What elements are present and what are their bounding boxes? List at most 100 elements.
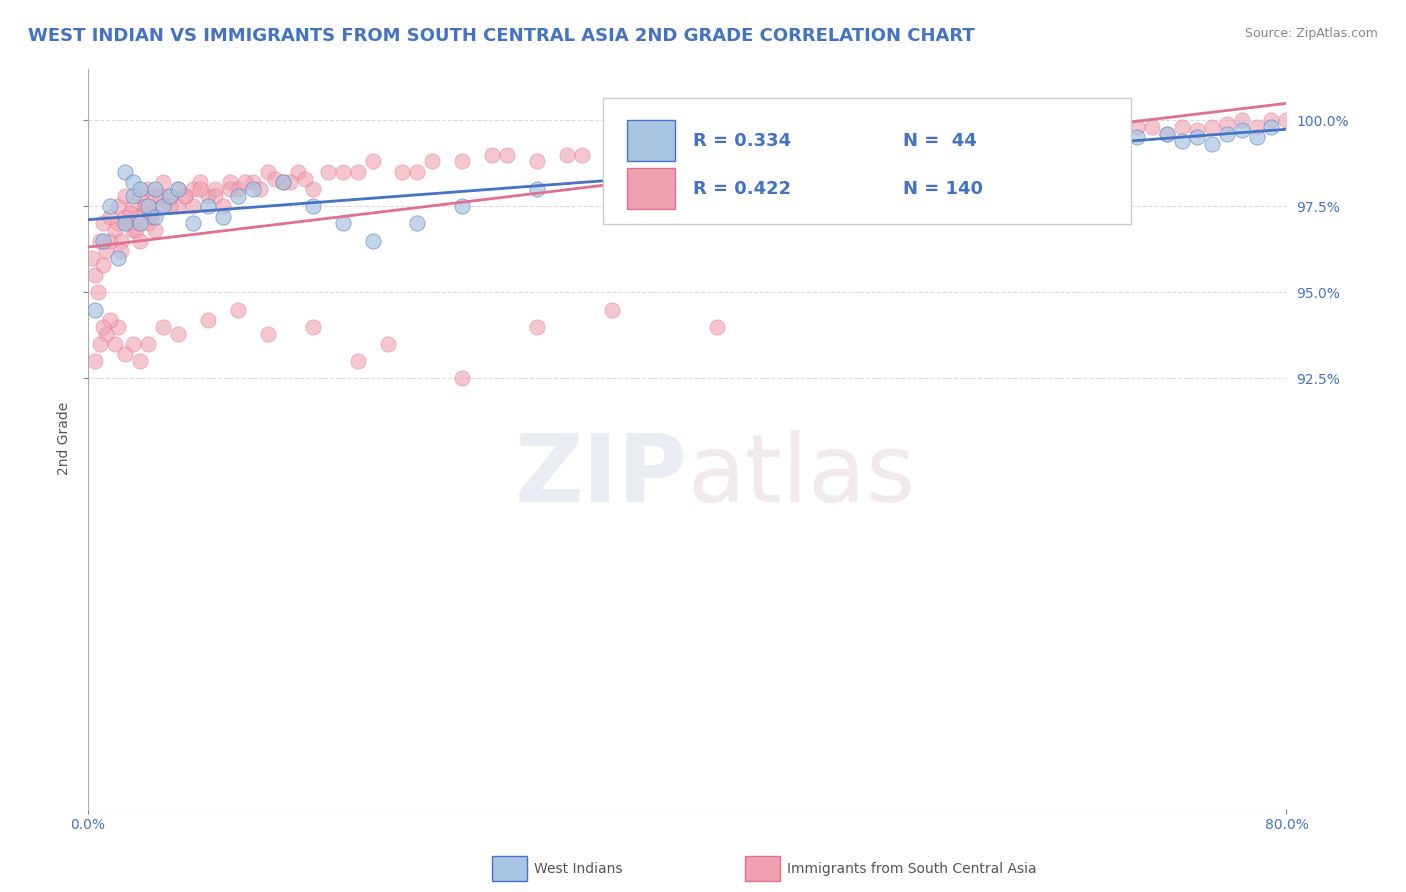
Point	[136, 199, 159, 213]
Point	[526, 182, 548, 196]
Point	[129, 216, 152, 230]
Point	[796, 137, 818, 152]
Point	[931, 130, 953, 145]
Point	[211, 210, 233, 224]
Point	[1080, 123, 1102, 137]
Point	[98, 313, 121, 327]
Point	[166, 326, 188, 341]
Point	[159, 189, 181, 203]
Point	[1140, 120, 1163, 134]
Point	[1215, 117, 1237, 131]
Point	[219, 182, 242, 196]
Point	[107, 251, 129, 265]
Point	[107, 319, 129, 334]
Text: atlas: atlas	[688, 430, 915, 522]
Point	[84, 302, 107, 317]
Point	[1230, 113, 1253, 128]
Point	[159, 189, 181, 203]
Point	[735, 141, 758, 155]
Point	[361, 234, 384, 248]
Point	[751, 130, 773, 145]
Point	[721, 141, 744, 155]
Point	[98, 199, 121, 213]
Point	[600, 165, 623, 179]
Point	[1201, 137, 1223, 152]
Point	[526, 319, 548, 334]
Point	[332, 165, 354, 179]
Point	[121, 337, 143, 351]
Point	[110, 234, 132, 248]
Point	[600, 302, 623, 317]
Point	[114, 347, 136, 361]
Point	[136, 337, 159, 351]
Point	[766, 137, 789, 152]
Point	[856, 137, 879, 152]
Point	[1050, 127, 1073, 141]
Point	[825, 130, 848, 145]
Point	[271, 175, 294, 189]
Point	[1156, 127, 1178, 141]
Point	[84, 354, 107, 368]
Point	[526, 154, 548, 169]
Point	[174, 189, 197, 203]
Point	[121, 223, 143, 237]
Bar	[627, 169, 675, 209]
Point	[1125, 120, 1147, 134]
Point	[188, 175, 211, 189]
Point	[152, 319, 174, 334]
Point	[107, 199, 129, 213]
Point	[226, 189, 249, 203]
Point	[496, 147, 519, 161]
Point	[134, 199, 156, 213]
Point	[271, 175, 294, 189]
Point	[886, 130, 908, 145]
Point	[118, 206, 141, 220]
Point	[211, 199, 233, 213]
Point	[89, 234, 111, 248]
Point	[136, 216, 159, 230]
Point	[87, 285, 110, 300]
Text: R = 0.334: R = 0.334	[693, 132, 792, 150]
Point	[676, 137, 699, 152]
Point	[139, 210, 162, 224]
Point	[226, 182, 249, 196]
Point	[645, 182, 668, 196]
Point	[841, 130, 863, 145]
Point	[91, 216, 114, 230]
Point	[114, 189, 136, 203]
Point	[870, 130, 893, 145]
Point	[706, 165, 728, 179]
Point	[166, 182, 188, 196]
Point	[129, 354, 152, 368]
Point	[1066, 123, 1088, 137]
Point	[91, 258, 114, 272]
Point	[287, 165, 309, 179]
Point	[139, 206, 162, 220]
Point	[451, 154, 474, 169]
Point	[780, 137, 803, 152]
Point	[129, 234, 152, 248]
Point	[645, 147, 668, 161]
Point	[422, 154, 444, 169]
Point	[332, 216, 354, 230]
Point	[960, 127, 983, 141]
Point	[143, 210, 166, 224]
Bar	[627, 120, 675, 161]
Point	[181, 216, 204, 230]
Point	[1050, 137, 1073, 152]
Point	[706, 319, 728, 334]
Point	[107, 216, 129, 230]
Point	[166, 199, 188, 213]
Point	[104, 337, 127, 351]
Point	[114, 210, 136, 224]
Point	[249, 182, 271, 196]
Point	[125, 223, 148, 237]
Point	[125, 210, 148, 224]
Point	[294, 171, 316, 186]
Point	[976, 130, 998, 145]
Point	[1035, 127, 1057, 141]
Point	[84, 268, 107, 282]
Text: Source: ZipAtlas.com: Source: ZipAtlas.com	[1244, 27, 1378, 40]
Point	[451, 199, 474, 213]
Point	[233, 175, 256, 189]
